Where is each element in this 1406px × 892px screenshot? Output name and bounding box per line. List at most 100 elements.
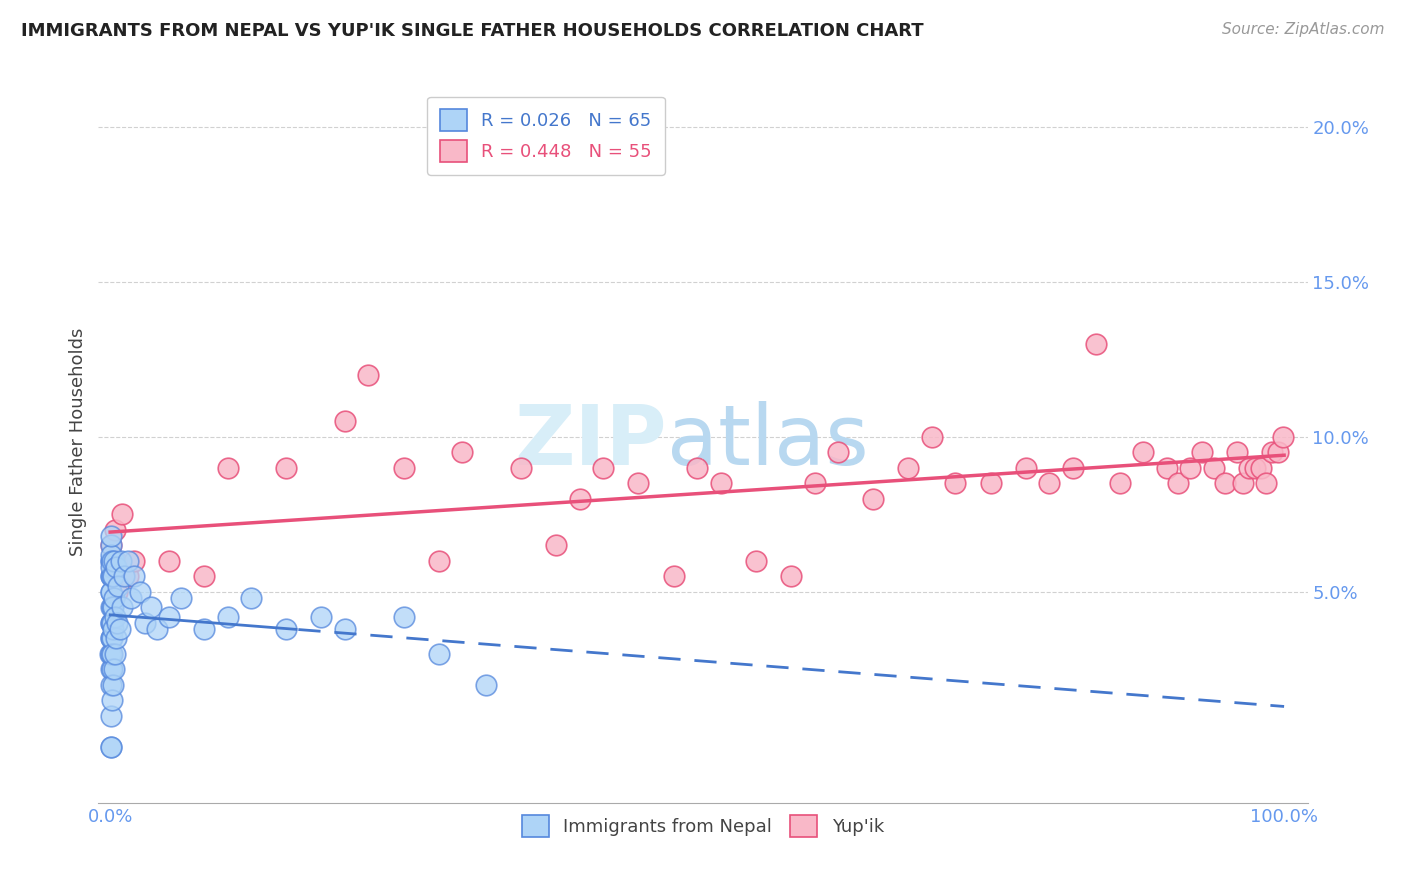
Point — [217, 461, 239, 475]
Point — [1271, 430, 1294, 444]
Point — [333, 414, 356, 428]
Point — [1108, 476, 1130, 491]
Point — [111, 600, 134, 615]
Point — [111, 508, 134, 522]
Point — [101, 569, 124, 583]
Point — [100, 585, 122, 599]
Point — [100, 632, 122, 646]
Point — [117, 569, 139, 583]
Point — [112, 569, 135, 583]
Point — [592, 461, 614, 475]
Point — [1267, 445, 1289, 459]
Point — [120, 591, 142, 606]
Point — [101, 600, 124, 615]
Point — [100, 647, 122, 661]
Point — [100, 569, 122, 583]
Point — [100, 739, 122, 754]
Point — [101, 693, 124, 707]
Point — [101, 569, 124, 583]
Text: atlas: atlas — [666, 401, 869, 482]
Point — [546, 538, 568, 552]
Point — [1237, 461, 1260, 475]
Point — [1261, 445, 1284, 459]
Point — [333, 622, 356, 636]
Point — [1191, 445, 1213, 459]
Point — [1226, 445, 1249, 459]
Point — [686, 461, 709, 475]
Point — [100, 663, 122, 677]
Point — [475, 678, 498, 692]
Point — [392, 609, 415, 624]
Point — [101, 554, 124, 568]
Point — [193, 622, 215, 636]
Point — [568, 491, 591, 506]
Point — [105, 585, 128, 599]
Point — [311, 609, 333, 624]
Point — [276, 622, 298, 636]
Point — [427, 554, 450, 568]
Point — [100, 529, 122, 543]
Point — [157, 554, 180, 568]
Point — [122, 554, 145, 568]
Point — [146, 622, 169, 636]
Point — [100, 647, 122, 661]
Point — [862, 491, 884, 506]
Point — [745, 554, 768, 568]
Point — [105, 632, 128, 646]
Point — [1202, 461, 1225, 475]
Point — [1167, 476, 1189, 491]
Point — [710, 476, 733, 491]
Point — [276, 461, 298, 475]
Point — [105, 615, 128, 630]
Point — [1250, 461, 1272, 475]
Point — [100, 600, 122, 615]
Point — [101, 569, 124, 583]
Point — [107, 579, 129, 593]
Point — [100, 739, 122, 754]
Point — [627, 476, 650, 491]
Point — [1062, 461, 1084, 475]
Point — [122, 569, 145, 583]
Point — [141, 600, 163, 615]
Point — [101, 678, 124, 692]
Point — [105, 560, 128, 574]
Point — [980, 476, 1002, 491]
Point — [193, 569, 215, 583]
Text: IMMIGRANTS FROM NEPAL VS YUP'IK SINGLE FATHER HOUSEHOLDS CORRELATION CHART: IMMIGRANTS FROM NEPAL VS YUP'IK SINGLE F… — [21, 22, 924, 40]
Legend: Immigrants from Nepal, Yup'ik: Immigrants from Nepal, Yup'ik — [515, 808, 891, 845]
Point — [945, 476, 967, 491]
Point — [662, 569, 685, 583]
Point — [100, 600, 122, 615]
Point — [357, 368, 380, 382]
Point — [100, 538, 122, 552]
Point — [897, 461, 920, 475]
Text: ZIP: ZIP — [515, 401, 666, 482]
Point — [1256, 476, 1278, 491]
Point — [104, 609, 127, 624]
Point — [1015, 461, 1038, 475]
Point — [1132, 445, 1154, 459]
Point — [803, 476, 825, 491]
Point — [128, 585, 150, 599]
Point — [103, 663, 125, 677]
Point — [100, 663, 122, 677]
Point — [100, 615, 122, 630]
Point — [827, 445, 849, 459]
Point — [110, 554, 132, 568]
Point — [1180, 461, 1202, 475]
Point — [1232, 476, 1254, 491]
Point — [780, 569, 803, 583]
Point — [103, 591, 125, 606]
Point — [100, 585, 122, 599]
Point — [157, 609, 180, 624]
Point — [1156, 461, 1178, 475]
Point — [104, 647, 127, 661]
Point — [100, 632, 122, 646]
Point — [100, 678, 122, 692]
Point — [921, 430, 943, 444]
Point — [1038, 476, 1060, 491]
Point — [427, 647, 450, 661]
Point — [100, 615, 122, 630]
Point — [100, 554, 122, 568]
Point — [100, 560, 122, 574]
